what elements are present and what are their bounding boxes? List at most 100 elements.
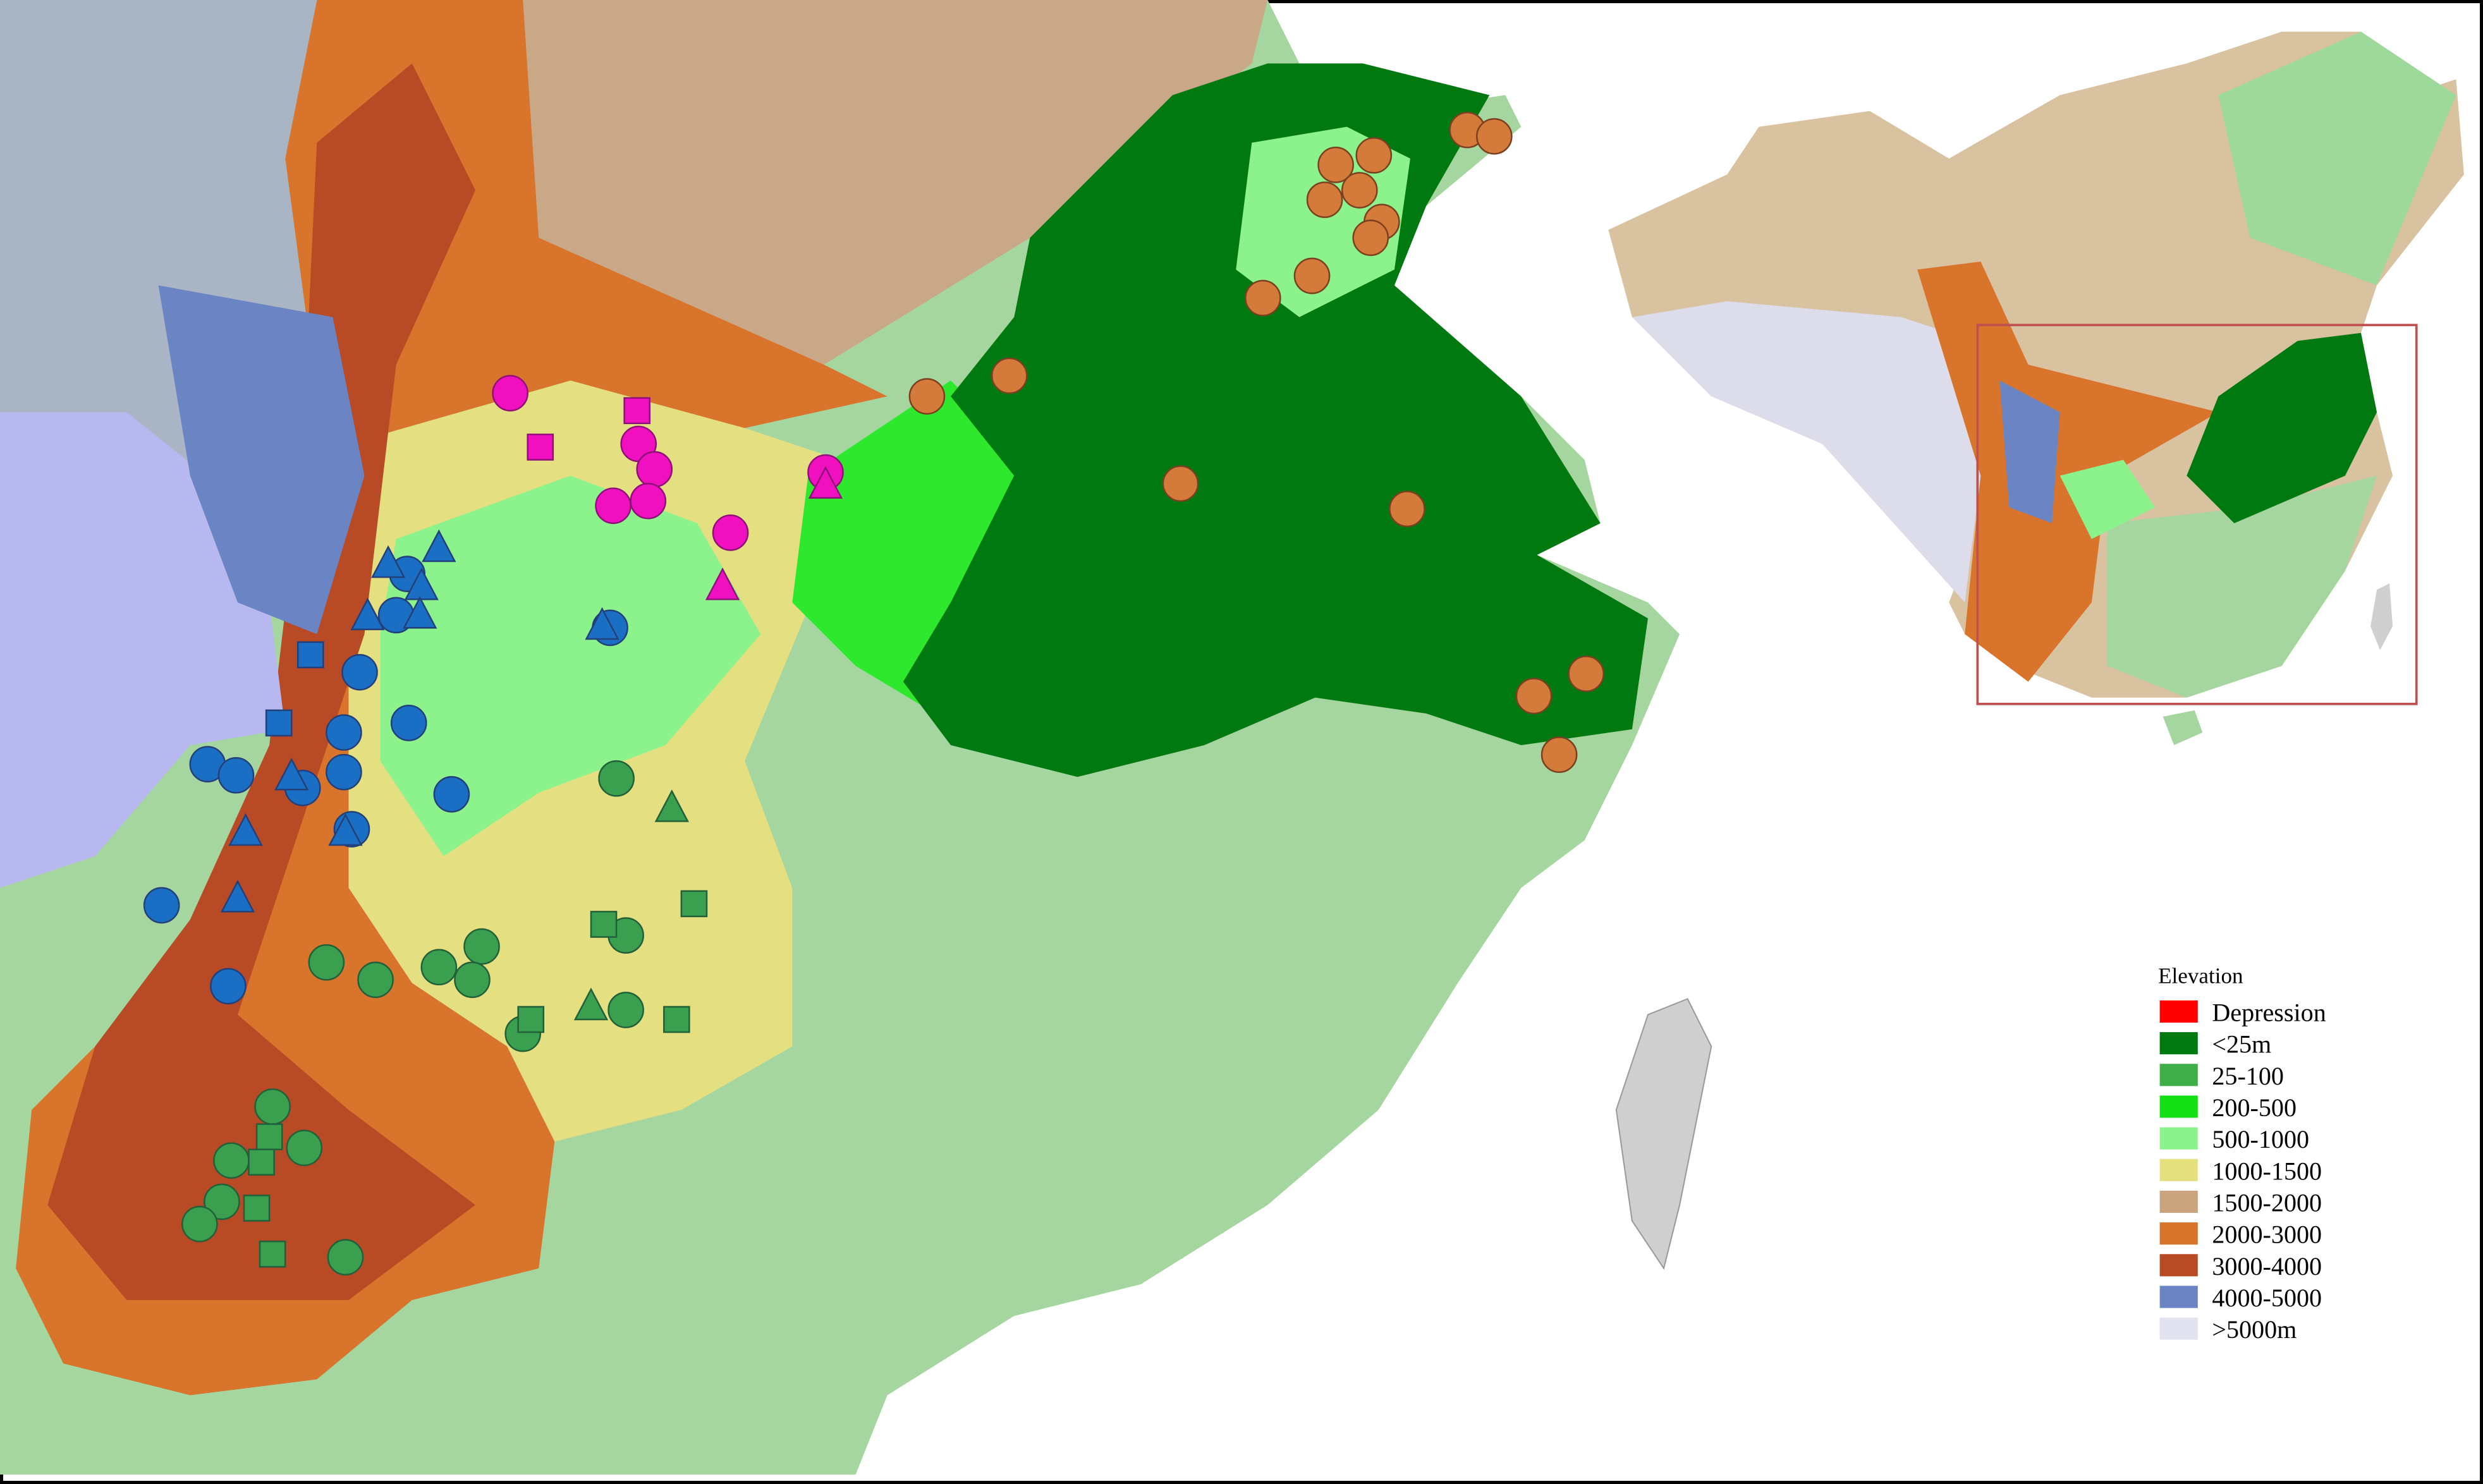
inset-tibet	[1632, 301, 1997, 603]
site-square	[243, 1195, 271, 1222]
site-triangle	[705, 567, 740, 600]
site-circle	[1341, 172, 1378, 209]
site-square	[663, 1006, 690, 1033]
site-circle	[1568, 655, 1605, 692]
site-circle	[1293, 257, 1331, 295]
legend-swatch	[2159, 1190, 2198, 1213]
north-plain	[903, 63, 1648, 777]
site-square	[259, 1240, 286, 1268]
site-circle	[712, 514, 749, 551]
site-square	[255, 1123, 283, 1150]
legend-label: Depression	[2212, 998, 2326, 1026]
inset-taiwan	[2370, 583, 2393, 650]
site-triangle	[654, 789, 689, 822]
inset-southeast	[2107, 475, 2377, 698]
site-circle	[1306, 181, 1343, 218]
legend-label: 25-100	[2212, 1062, 2284, 1090]
site-triangle	[274, 757, 309, 791]
legend-swatch	[2159, 1064, 2198, 1086]
site-square	[680, 890, 708, 918]
site-circle	[390, 705, 427, 741]
site-circle	[607, 992, 644, 1028]
site-circle	[433, 775, 470, 813]
site-circle	[181, 1205, 218, 1243]
site-circle	[1317, 147, 1354, 183]
legend-label: 3000-4000	[2212, 1252, 2322, 1280]
taiwan	[1615, 998, 1712, 1270]
legend-label: 200-500	[2212, 1093, 2297, 1122]
site-square	[517, 1006, 545, 1033]
sample-sites	[143, 111, 1605, 1276]
legend-label: 4000-5000	[2212, 1284, 2322, 1312]
site-circle	[630, 482, 667, 520]
site-circle	[217, 757, 255, 794]
site-circle	[143, 887, 180, 924]
inset-map	[1608, 32, 2464, 746]
site-square	[297, 641, 324, 669]
site-triangle	[228, 813, 263, 846]
site-circle	[1475, 118, 1513, 155]
site-triangle	[585, 607, 619, 640]
site-circle	[286, 1129, 323, 1167]
site-triangle	[350, 597, 385, 631]
legend-label: >5000m	[2212, 1315, 2297, 1344]
legend-swatch	[2159, 1159, 2198, 1181]
site-circle	[595, 487, 631, 525]
site-circle	[908, 378, 946, 415]
ridges	[47, 63, 476, 1301]
site-circle	[454, 961, 491, 999]
legend-title: Elevation	[2158, 963, 2243, 988]
site-circle	[213, 1142, 250, 1179]
site-circle	[1352, 219, 1389, 257]
legend-swatch	[2159, 1000, 2198, 1023]
site-triangle	[328, 813, 363, 846]
legend-swatch	[2159, 1254, 2198, 1277]
site-circle	[991, 357, 1028, 394]
legend-swatch	[2159, 1222, 2198, 1245]
site-square	[248, 1148, 275, 1176]
legend-label: 1500-2000	[2212, 1189, 2322, 1217]
site-triangle	[808, 466, 843, 499]
legend-swatch	[2159, 1317, 2198, 1340]
inset-plain	[2187, 332, 2377, 523]
site-circle	[357, 961, 394, 999]
site-circle	[1355, 137, 1393, 174]
legend-label: <25m	[2212, 1030, 2271, 1059]
site-circle	[327, 1239, 364, 1276]
site-circle	[420, 949, 458, 986]
legend-label: 1000-1500	[2212, 1157, 2322, 1185]
site-square	[590, 911, 618, 938]
site-triangle	[220, 880, 255, 913]
site-triangle	[403, 596, 437, 629]
site-square	[623, 397, 651, 425]
inset-extent-box	[1976, 324, 2418, 705]
legend-swatch	[2159, 1095, 2198, 1118]
site-circle	[492, 375, 528, 411]
site-circle	[598, 760, 635, 797]
site-triangle	[573, 987, 609, 1021]
site-circle	[204, 1183, 240, 1220]
main-map	[0, 0, 1712, 1475]
site-circle	[1245, 279, 1281, 317]
north-plateau	[523, 0, 1268, 365]
inset-northeast	[2218, 32, 2456, 286]
legend-swatch	[2159, 1032, 2198, 1055]
legend: Elevation Depression <25m 25-100 200-500 500…	[2158, 963, 2326, 1344]
plateau-blue	[158, 285, 365, 635]
site-circle	[636, 451, 673, 488]
site-circle	[210, 968, 247, 1005]
site-circle	[1389, 490, 1425, 528]
legend-label: 2000-3000	[2212, 1220, 2322, 1249]
site-triangle	[370, 545, 406, 578]
site-circle	[326, 714, 362, 751]
site-circle	[341, 654, 378, 691]
site-circle	[1162, 465, 1199, 502]
legend-swatch	[2159, 1286, 2198, 1308]
site-triangle	[422, 529, 456, 563]
site-square	[265, 709, 293, 737]
site-circle	[326, 753, 362, 791]
basin	[380, 475, 761, 856]
site-circle	[463, 928, 500, 965]
